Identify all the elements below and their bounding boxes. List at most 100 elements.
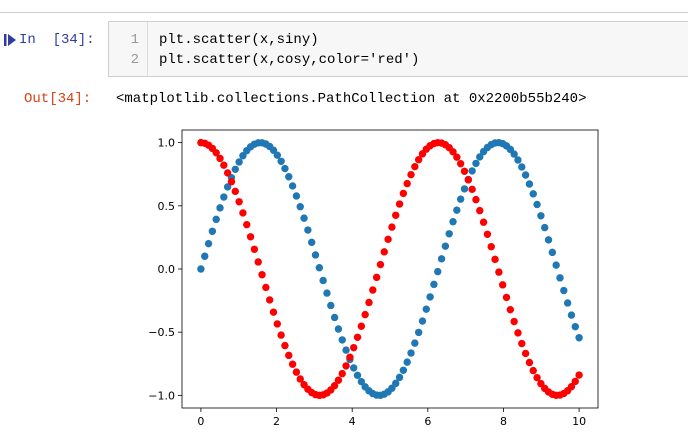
- y-tick-label: −1.0: [148, 389, 175, 402]
- scatter-point: [338, 336, 346, 344]
- y-tick-label: −0.5: [148, 326, 175, 339]
- scatter-point: [541, 223, 549, 232]
- scatter-point: [395, 373, 404, 382]
- series-cosx: [197, 138, 583, 400]
- scatter-point: [460, 167, 469, 175]
- scatter-point: [525, 358, 534, 367]
- scatter-point: [571, 323, 579, 331]
- scatter-point: [372, 273, 381, 282]
- scatter-point: [418, 317, 427, 325]
- scatter-point: [567, 311, 576, 319]
- x-tick-label: 6: [424, 415, 431, 428]
- scatter-point: [407, 349, 415, 357]
- scatter-point: [548, 248, 557, 257]
- scatter-point: [353, 371, 362, 380]
- scatter-point: [223, 169, 232, 177]
- scatter-point: [235, 158, 243, 166]
- scatter-point: [239, 209, 247, 217]
- scatter-point: [510, 150, 518, 158]
- scatter-point: [254, 258, 262, 266]
- scatter-point: [220, 193, 228, 201]
- scatter-point: [388, 223, 396, 231]
- code-cell-editor[interactable]: 1 2 plt.scatter(x,siny) plt.scatter(x,co…: [108, 21, 688, 77]
- scatter-point: [518, 339, 526, 348]
- scatter-point: [246, 233, 255, 241]
- scatter-point: [399, 189, 408, 198]
- input-prompt[interactable]: In [34]:: [4, 30, 95, 50]
- line-number-gutter: 1 2: [109, 22, 148, 76]
- code-line[interactable]: plt.scatter(x,siny): [159, 32, 319, 48]
- scatter-point: [575, 334, 583, 342]
- scatter-point: [521, 349, 530, 358]
- code-line[interactable]: plt.scatter(x,cosy,color='red'): [159, 52, 420, 68]
- scatter-point: [334, 325, 343, 333]
- scatter-point: [476, 153, 484, 161]
- scatter-point: [212, 149, 220, 157]
- scatter-point: [476, 206, 484, 215]
- scatter-point: [414, 155, 423, 164]
- y-axis: 1.0 0.5 0.0 −0.5 −1.0: [148, 137, 182, 402]
- y-tick-label: 0.5: [158, 200, 176, 213]
- scatter-point: [453, 153, 461, 161]
- output-text: <matplotlib.collections.PathCollection a…: [116, 91, 587, 107]
- scatter-point: [357, 377, 366, 386]
- scatter-point: [288, 182, 297, 190]
- y-tick-label: 0.0: [158, 263, 176, 276]
- output-prompt: Out[34]:: [24, 91, 92, 107]
- scatter-point: [350, 343, 358, 352]
- scatter-point: [468, 167, 476, 175]
- scatter-point: [342, 362, 350, 370]
- cell-top-divider: [0, 12, 688, 13]
- scatter-point: [361, 310, 369, 319]
- scatter-point: [346, 353, 354, 361]
- scatter-point: [502, 293, 511, 302]
- scatter-point: [426, 293, 434, 301]
- scatter-point: [403, 358, 411, 366]
- scatter-point: [498, 281, 507, 289]
- run-cell-icon[interactable]: [4, 33, 16, 47]
- scatter-point: [338, 369, 346, 378]
- scatter-point: [533, 373, 541, 382]
- scatter-point: [552, 261, 560, 269]
- scatter-point: [449, 148, 457, 156]
- scatter-point: [243, 220, 251, 229]
- x-tick-label: 4: [349, 415, 356, 428]
- scatter-point: [197, 265, 205, 273]
- scatter-point: [292, 368, 301, 376]
- scatter-point: [376, 260, 385, 269]
- line-number: 1: [130, 32, 139, 48]
- scatter-point: [472, 159, 480, 168]
- scatter-point: [239, 152, 247, 160]
- scatter-point: [285, 351, 293, 360]
- scatter-point: [491, 255, 499, 264]
- scatter-point: [265, 296, 274, 304]
- scatter-point: [273, 151, 282, 159]
- series-sinx: [197, 138, 583, 399]
- x-tick-label: 2: [273, 415, 280, 428]
- scatter-point: [296, 203, 304, 211]
- scatter-point: [521, 171, 530, 179]
- scatter-point: [281, 164, 289, 173]
- scatter-point: [357, 322, 366, 330]
- scatter-point: [208, 227, 217, 235]
- scatter-point: [403, 179, 411, 188]
- scatter-point: [399, 366, 408, 374]
- scatter-point: [411, 162, 419, 171]
- scatter-point: [342, 346, 350, 354]
- scatter-point: [216, 204, 224, 212]
- scatter-point: [514, 329, 522, 337]
- scatter-point: [556, 274, 564, 282]
- scatter-point: [330, 313, 339, 322]
- scatter-point: [304, 226, 312, 234]
- scatter-point: [529, 366, 537, 375]
- scatter-point: [262, 283, 270, 292]
- scatter-point: [392, 211, 400, 219]
- x-tick-label: 10: [572, 415, 586, 428]
- scatter-point: [453, 206, 461, 214]
- scatter-point: [353, 333, 362, 341]
- scatter-point: [300, 214, 308, 222]
- x-axis: 0 2 4 6 8 10: [197, 408, 586, 428]
- scatter-point: [434, 267, 442, 276]
- scatter-point: [277, 157, 285, 165]
